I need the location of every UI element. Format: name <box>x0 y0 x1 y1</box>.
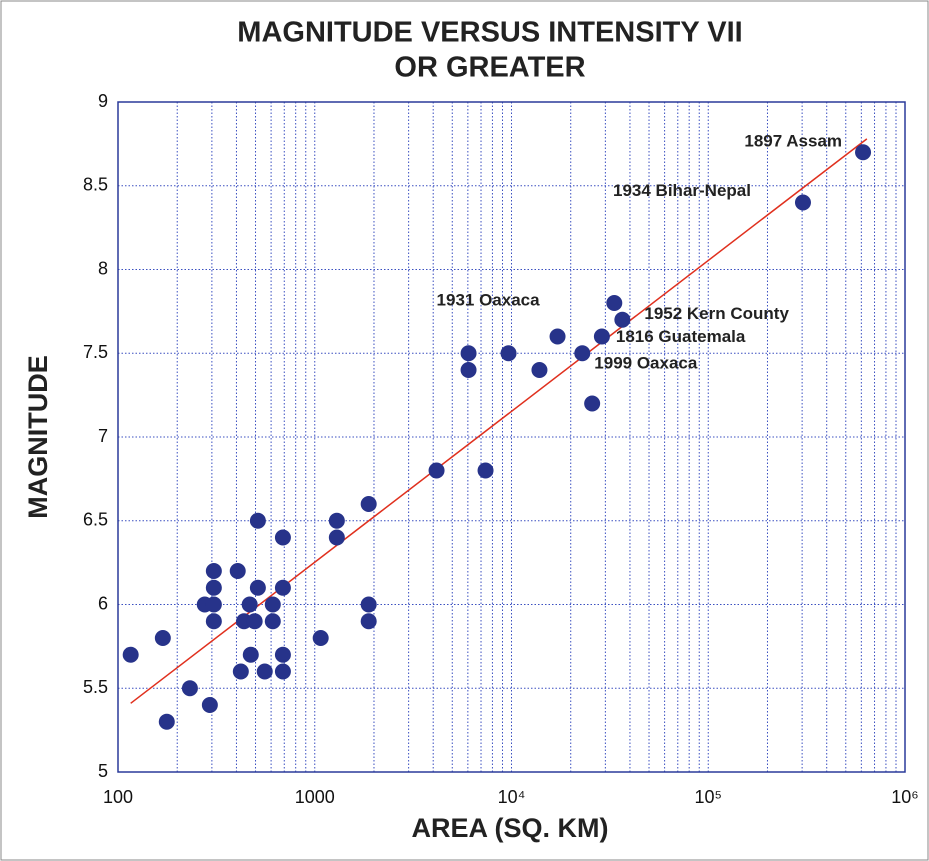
x-axis-label: AREA (SQ. KM) <box>412 813 609 843</box>
y-tick-label: 9 <box>98 91 108 111</box>
point <box>205 579 222 596</box>
point <box>154 630 171 646</box>
point <box>229 563 246 579</box>
point <box>428 462 445 479</box>
x-tick-label: 10⁴ <box>498 787 526 807</box>
y-tick-label: 8 <box>98 258 108 278</box>
point <box>274 646 291 663</box>
point <box>242 646 259 663</box>
point <box>328 529 345 546</box>
annotation: 1934 Bihar-Nepal <box>613 181 751 200</box>
point <box>360 496 377 512</box>
point <box>256 663 273 680</box>
point <box>614 311 631 328</box>
point <box>274 663 291 680</box>
point <box>274 579 291 596</box>
point <box>574 345 591 362</box>
annotation: 1999 Oaxaca <box>594 354 698 373</box>
point <box>205 563 222 579</box>
point <box>181 680 198 697</box>
annotation: 1931 Oaxaca <box>437 291 541 310</box>
point <box>249 512 266 529</box>
chart-title: MAGNITUDE VERSUS INTENSITY VII <box>237 17 742 49</box>
point <box>460 362 477 378</box>
point <box>460 345 477 362</box>
point <box>477 462 494 479</box>
annotation: 1816 Guatemala <box>616 327 746 346</box>
x-tick-label: 1000 <box>295 787 335 807</box>
x-tick-label: 10⁶ <box>891 787 918 807</box>
point <box>584 395 601 412</box>
point <box>205 596 222 613</box>
point <box>606 295 623 311</box>
point <box>549 328 566 345</box>
point <box>122 646 139 663</box>
point <box>241 596 258 613</box>
y-tick-label: 6 <box>98 593 108 613</box>
point <box>249 579 266 596</box>
point <box>593 328 610 345</box>
y-tick-label: 7 <box>98 426 108 446</box>
point <box>328 512 345 529</box>
x-tick-label: 10⁵ <box>695 787 722 807</box>
point <box>205 613 222 630</box>
point <box>264 613 281 630</box>
point <box>201 697 218 713</box>
x-tick-label: 100 <box>103 787 133 807</box>
point <box>500 345 517 362</box>
point <box>312 630 329 646</box>
annotation: 1897 Assam <box>744 132 842 151</box>
point <box>794 194 811 211</box>
annotation: 1952 Kern County <box>644 304 789 323</box>
point <box>264 596 281 613</box>
point <box>531 362 548 378</box>
y-axis-label: MAGNITUDE <box>23 355 53 519</box>
y-tick-label: 5 <box>98 761 108 781</box>
y-tick-label: 5.5 <box>83 677 108 697</box>
plot-border <box>117 101 906 773</box>
chart-title: OR GREATER <box>394 52 585 84</box>
point <box>360 613 377 630</box>
y-tick-label: 6.5 <box>83 510 108 530</box>
point <box>855 144 872 161</box>
y-tick-label: 7.5 <box>83 342 108 362</box>
point <box>158 713 175 730</box>
y-tick-label: 8.5 <box>83 175 108 195</box>
point <box>360 596 377 613</box>
point <box>246 613 263 630</box>
point <box>232 663 249 680</box>
point <box>274 529 291 546</box>
